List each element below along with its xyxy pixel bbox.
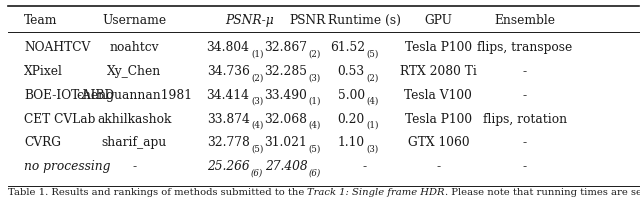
- Text: Tesla V100: Tesla V100: [404, 89, 472, 102]
- Text: -: -: [523, 89, 527, 102]
- Text: 32.778: 32.778: [207, 136, 250, 149]
- Text: (2): (2): [251, 73, 263, 82]
- Text: -: -: [132, 160, 136, 173]
- Text: akhilkashok: akhilkashok: [97, 113, 172, 126]
- Text: Track 1: Single frame HDR: Track 1: Single frame HDR: [307, 188, 445, 197]
- Text: 34.804: 34.804: [207, 41, 250, 54]
- Text: 31.021: 31.021: [264, 136, 307, 149]
- Text: sharif_apu: sharif_apu: [102, 136, 167, 149]
- Text: PSNR: PSNR: [289, 14, 325, 27]
- Text: XPixel: XPixel: [24, 65, 63, 78]
- Text: 27.408: 27.408: [264, 160, 307, 173]
- Text: (6): (6): [308, 168, 321, 177]
- Text: 33.490: 33.490: [264, 89, 307, 102]
- Text: CET CVLab: CET CVLab: [24, 113, 96, 126]
- Text: GTX 1060: GTX 1060: [408, 136, 469, 149]
- Text: 61.52: 61.52: [330, 41, 365, 54]
- Text: 25.266: 25.266: [207, 160, 250, 173]
- Text: Ensemble: Ensemble: [494, 14, 556, 27]
- Text: 0.20: 0.20: [337, 113, 365, 126]
- Text: flips, transpose: flips, transpose: [477, 41, 572, 54]
- Text: chenguannan1981: chenguannan1981: [76, 89, 193, 102]
- Text: 0.53: 0.53: [338, 65, 365, 78]
- Text: noahtcv: noahtcv: [109, 41, 159, 54]
- Text: flips, rotation: flips, rotation: [483, 113, 567, 126]
- Text: Team: Team: [24, 14, 58, 27]
- Text: no processing: no processing: [24, 160, 111, 173]
- Text: (1): (1): [366, 121, 379, 130]
- Text: RTX 2080 Ti: RTX 2080 Ti: [400, 65, 477, 78]
- Text: 34.736: 34.736: [207, 65, 250, 78]
- Text: 32.285: 32.285: [264, 65, 307, 78]
- Text: -: -: [523, 160, 527, 173]
- Text: CVRG: CVRG: [24, 136, 61, 149]
- Text: BOE-IOT-AIBD: BOE-IOT-AIBD: [24, 89, 115, 102]
- Text: . Please note that running times are self-reported.: . Please note that running times are sel…: [445, 188, 640, 197]
- Text: 5.00: 5.00: [338, 89, 365, 102]
- Text: (5): (5): [308, 144, 321, 153]
- Text: -: -: [363, 160, 367, 173]
- Text: (6): (6): [251, 168, 263, 177]
- Text: (3): (3): [251, 97, 263, 106]
- Text: Tesla P100: Tesla P100: [405, 113, 472, 126]
- Text: 1.10: 1.10: [338, 136, 365, 149]
- Text: Xy_Chen: Xy_Chen: [108, 65, 161, 78]
- Text: Table 1. Results and rankings of methods submitted to the: Table 1. Results and rankings of methods…: [8, 188, 307, 197]
- Text: Tesla P100: Tesla P100: [405, 41, 472, 54]
- Text: (3): (3): [366, 144, 378, 153]
- Text: (4): (4): [308, 121, 321, 130]
- Text: -: -: [436, 160, 440, 173]
- Text: (1): (1): [308, 97, 321, 106]
- Text: (4): (4): [366, 97, 378, 106]
- Text: Runtime (s): Runtime (s): [328, 14, 401, 27]
- Text: 33.874: 33.874: [207, 113, 250, 126]
- Text: GPU: GPU: [424, 14, 452, 27]
- Text: 34.414: 34.414: [207, 89, 250, 102]
- Text: NOAHTCV: NOAHTCV: [24, 41, 91, 54]
- Text: (3): (3): [308, 73, 321, 82]
- Text: (5): (5): [251, 144, 263, 153]
- Text: (2): (2): [366, 73, 378, 82]
- Text: (1): (1): [251, 49, 264, 58]
- Text: -: -: [523, 65, 527, 78]
- Text: (5): (5): [366, 49, 378, 58]
- Text: (4): (4): [251, 121, 263, 130]
- Text: 32.867: 32.867: [264, 41, 307, 54]
- Text: 32.068: 32.068: [264, 113, 307, 126]
- Text: Username: Username: [102, 14, 166, 27]
- Text: (2): (2): [308, 49, 321, 58]
- Text: -: -: [523, 136, 527, 149]
- Text: PSNR-μ: PSNR-μ: [225, 14, 274, 27]
